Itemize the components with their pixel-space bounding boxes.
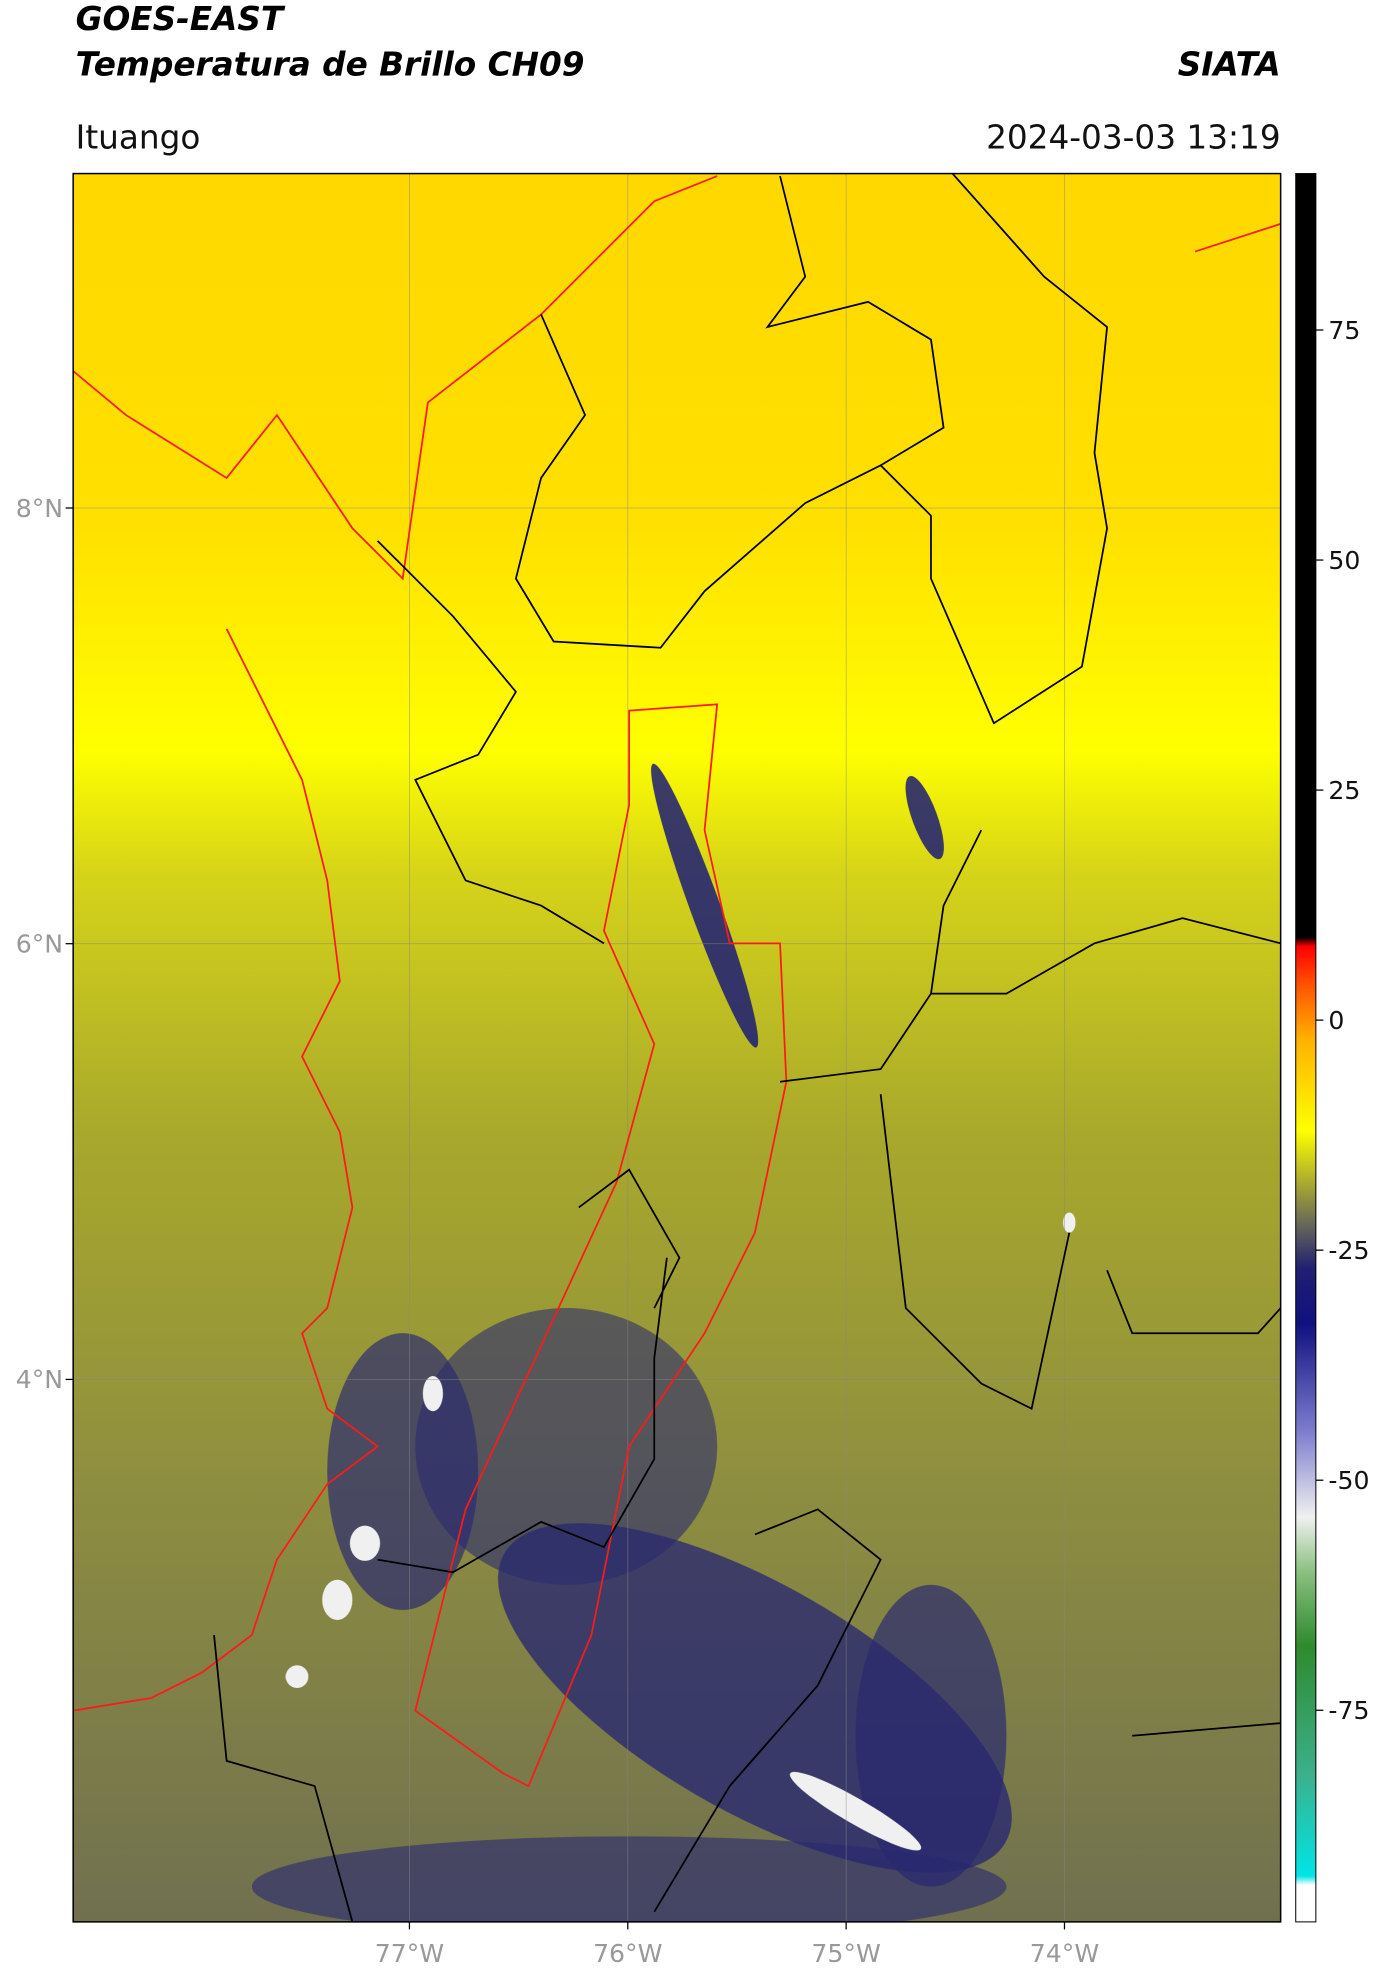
colorbar-tick-label: -25: [1328, 1236, 1369, 1265]
lat-tick-label: 6°N: [16, 930, 63, 959]
colorbar-tick-label: -50: [1328, 1466, 1369, 1495]
colorbar-tick-label: 75: [1328, 316, 1360, 345]
lat-tick-label: 4°N: [16, 1365, 63, 1394]
colorbar-tick-label: 25: [1328, 776, 1360, 805]
map-ticks: 77°W 76°W 75°W 74°W 8°N 6°N 4°N: [16, 494, 1100, 1968]
colorbar: [1295, 173, 1317, 1923]
location: Ituango: [76, 118, 201, 156]
colorbar-ticks: 75 50 25 0 -25 -50 -75: [1315, 316, 1369, 1725]
lon-tick-label: 76°W: [593, 1939, 663, 1968]
lon-tick-label: 77°W: [375, 1939, 445, 1968]
source: SIATA: [1178, 45, 1281, 83]
lat-tick-label: 8°N: [16, 494, 63, 523]
title-line1: GOES-EAST: [76, 0, 286, 38]
lon-tick-label: 75°W: [811, 1939, 881, 1968]
colorbar-tick-label: -75: [1328, 1696, 1369, 1725]
map-image: [73, 173, 1281, 1922]
lon-tick-label: 74°W: [1030, 1939, 1100, 1968]
colorbar-tick-label: 0: [1328, 1006, 1344, 1035]
cloud-features: [251, 763, 1012, 1922]
timestamp: 2024-03-03 13:19: [986, 118, 1281, 156]
colorbar-tick-label: 50: [1328, 546, 1360, 575]
title-line2: Temperatura de Brillo CH09: [76, 45, 585, 83]
coastline: [73, 175, 1281, 1788]
map-frame: [72, 172, 1282, 1923]
admin-borders: [213, 173, 1281, 1922]
cold-tops: [285, 1212, 1076, 1851]
